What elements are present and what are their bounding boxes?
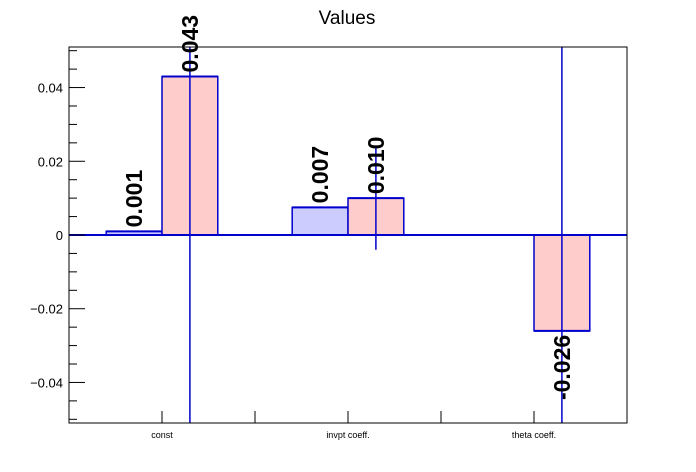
x-category-label: const	[151, 430, 173, 440]
y-tick-label: 0.04	[38, 81, 63, 96]
x-category-label: invpt coeff.	[326, 430, 369, 440]
y-tick-label: −0.04	[30, 375, 63, 390]
y-tick-label: −0.02	[30, 302, 63, 317]
bar	[291, 206, 349, 236]
data-label: 0.007	[307, 146, 333, 204]
data-labels-layer: 0.001 0.007 0.043 0.010 -0.026	[121, 15, 575, 400]
data-label: 0.010	[363, 137, 389, 195]
data-label: 0.043	[177, 15, 203, 73]
chart-title: Values	[319, 8, 376, 29]
data-label: 0.001	[121, 170, 147, 228]
x-category-label: theta coeff.	[512, 430, 556, 440]
y-tick-label: 0	[56, 228, 63, 243]
data-label: -0.026	[549, 335, 575, 400]
axes-layer: −0.04 −0.02 0 0.02 0.04 const invpt coeff. thet…	[30, 46, 628, 440]
y-tick-label: 0.02	[38, 154, 63, 169]
